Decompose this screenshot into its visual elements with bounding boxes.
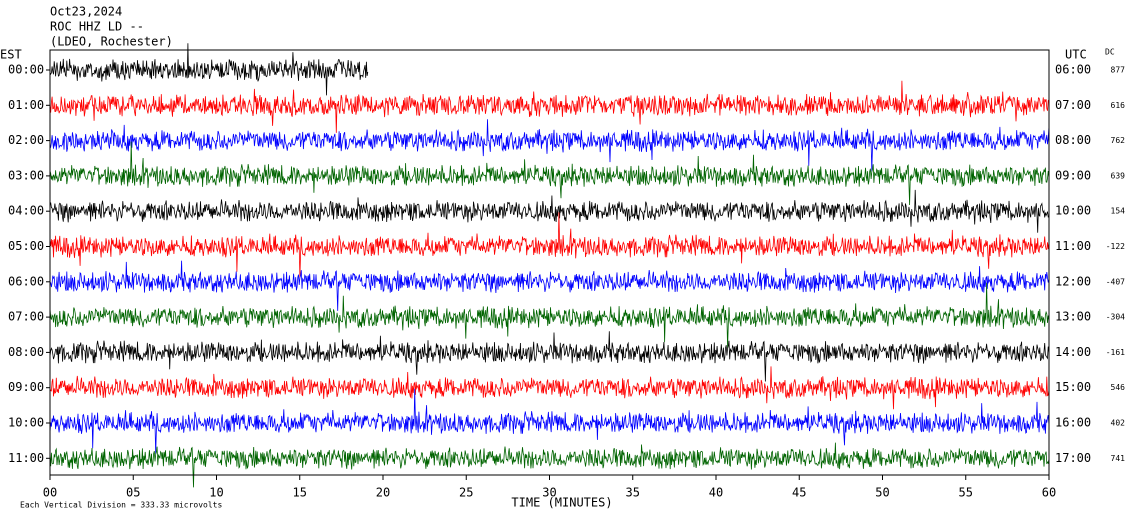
est-label: 07:00 <box>8 310 44 324</box>
trace <box>49 80 1050 133</box>
dc-value: -161 <box>1106 348 1125 357</box>
plot-frame <box>49 49 1050 476</box>
est-label: 02:00 <box>8 133 44 147</box>
x-tick-label: 15 <box>293 486 307 500</box>
x-axis-label: TIME (MINUTES) <box>511 496 612 510</box>
utc-label: 11:00 <box>1055 239 1091 253</box>
trace <box>49 366 1050 410</box>
x-tick-label: 55 <box>959 486 973 500</box>
dc-value: 546 <box>1111 383 1126 392</box>
trace <box>49 388 1050 455</box>
x-tick-label: 60 <box>1042 486 1056 500</box>
note: Each Vertical Division = 333.33 microvol… <box>20 501 222 510</box>
title-line: ROC HHZ LD -- <box>50 20 144 34</box>
utc-label: 10:00 <box>1055 204 1091 218</box>
est-label: 09:00 <box>8 380 44 394</box>
trace <box>49 189 1049 233</box>
x-tick-label: 00 <box>43 486 57 500</box>
dc-value: 616 <box>1111 101 1126 110</box>
trace <box>49 141 1050 206</box>
dc-label: DC <box>1105 48 1115 57</box>
est-label: 05:00 <box>8 239 44 253</box>
utc-label: 15:00 <box>1055 380 1091 394</box>
utc-label: 12:00 <box>1055 274 1091 288</box>
trace <box>49 260 1050 311</box>
x-tick-label: 40 <box>709 486 723 500</box>
trace <box>49 43 369 96</box>
x-tick-label: 20 <box>376 486 390 500</box>
dc-value: 741 <box>1111 454 1126 463</box>
x-tick-label: 10 <box>209 486 223 500</box>
est-label: 08:00 <box>8 345 44 359</box>
title-line: (LDEO, Rochester) <box>50 35 173 49</box>
est-label: 01:00 <box>8 98 44 112</box>
est-label: 04:00 <box>8 204 44 218</box>
dc-value: -122 <box>1106 242 1125 251</box>
est-label: 11:00 <box>8 451 44 465</box>
est-label: 03:00 <box>8 168 44 182</box>
title-line: Oct23,2024 <box>50 5 122 19</box>
dc-value: 762 <box>1111 136 1126 145</box>
trace <box>49 212 1050 278</box>
dc-value: 402 <box>1111 419 1126 428</box>
utc-label: 14:00 <box>1055 345 1091 359</box>
x-tick-label: 50 <box>875 486 889 500</box>
est-label: 06:00 <box>8 274 44 288</box>
dc-value: 639 <box>1111 171 1126 180</box>
x-tick-label: 30 <box>542 486 556 500</box>
utc-label: 17:00 <box>1055 451 1091 465</box>
dc-value: -407 <box>1106 277 1125 286</box>
trace <box>49 442 1050 488</box>
utc-label: 09:00 <box>1055 168 1091 182</box>
left-axis-label: EST <box>0 48 22 62</box>
trace <box>49 331 1050 382</box>
dc-value: 877 <box>1111 66 1126 75</box>
est-label: 10:00 <box>8 416 44 430</box>
x-tick-label: 45 <box>792 486 806 500</box>
x-tick-label: 35 <box>626 486 640 500</box>
utc-label: 07:00 <box>1055 98 1091 112</box>
trace <box>49 282 1050 349</box>
utc-label: 06:00 <box>1055 63 1091 77</box>
x-tick-label: 25 <box>459 486 473 500</box>
est-label: 00:00 <box>8 63 44 77</box>
dc-value: -304 <box>1106 313 1125 322</box>
dc-value: 154 <box>1111 207 1126 216</box>
utc-label: 16:00 <box>1055 416 1091 430</box>
x-tick-label: 05 <box>126 486 140 500</box>
utc-label: 13:00 <box>1055 310 1091 324</box>
trace <box>49 119 1050 172</box>
right-axis-label: UTC <box>1065 48 1087 62</box>
traces <box>49 43 1050 488</box>
utc-label: 08:00 <box>1055 133 1091 147</box>
